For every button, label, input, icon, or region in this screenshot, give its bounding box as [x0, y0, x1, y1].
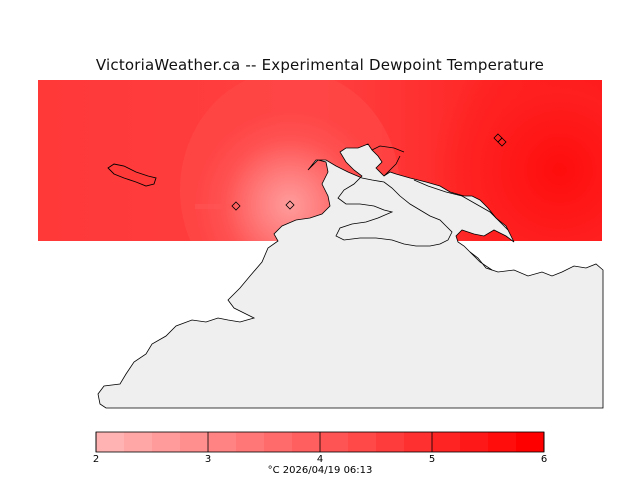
land-mass	[97, 143, 604, 409]
colorbar-cells	[96, 432, 545, 452]
colorbar-cell	[348, 432, 377, 452]
colorbar-cell	[124, 432, 153, 452]
dewpoint-field	[38, 80, 602, 241]
map-title: VictoriaWeather.ca -- Experimental Dewpo…	[95, 56, 545, 74]
colorbar-cell	[404, 432, 433, 452]
colorbar-cell	[460, 432, 489, 452]
colorbar-cell	[432, 432, 461, 452]
tick-label-1: 3	[204, 454, 212, 465]
colorbar-cell	[236, 432, 265, 452]
units-timestamp: °C 2026/04/19 06:13	[267, 465, 373, 476]
colorbar-cell	[264, 432, 293, 452]
colorbar-cell	[292, 432, 321, 452]
colorbar-ticks	[95, 432, 545, 452]
tick-label-4: 6	[540, 454, 548, 465]
tick-label-3: 5	[428, 454, 436, 465]
station-west	[231, 201, 241, 211]
colorbar-cell	[516, 432, 545, 452]
station-northeast-2	[497, 137, 507, 147]
colorbar-cell	[320, 432, 349, 452]
colorbar-cell	[152, 432, 181, 452]
station-markers	[231, 133, 507, 211]
colorbar-cell	[208, 432, 237, 452]
colorbar-cell	[488, 432, 517, 452]
colorbar-cell	[96, 432, 125, 452]
colorbar-cell	[180, 432, 209, 452]
tick-label-0: 2	[92, 454, 100, 465]
colorbar-cell	[376, 432, 405, 452]
station-center	[285, 200, 295, 210]
tick-label-2: 4	[316, 454, 324, 465]
island-west	[107, 163, 157, 187]
inlet-lines	[371, 145, 509, 271]
